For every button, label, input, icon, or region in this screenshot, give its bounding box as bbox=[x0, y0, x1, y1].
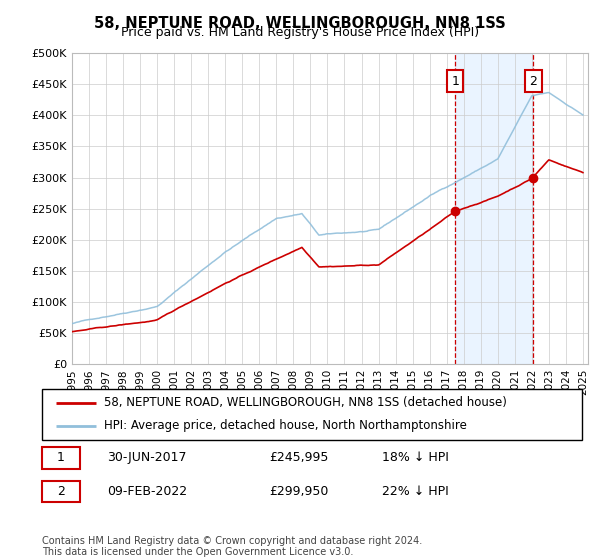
Text: 09-FEB-2022: 09-FEB-2022 bbox=[107, 485, 187, 498]
Text: Price paid vs. HM Land Registry's House Price Index (HPI): Price paid vs. HM Land Registry's House … bbox=[121, 26, 479, 39]
Bar bbox=[455, 53, 533, 364]
Text: 1: 1 bbox=[57, 451, 65, 464]
Text: 58, NEPTUNE ROAD, WELLINGBOROUGH, NN8 1SS: 58, NEPTUNE ROAD, WELLINGBOROUGH, NN8 1S… bbox=[94, 16, 506, 31]
Text: HPI: Average price, detached house, North Northamptonshire: HPI: Average price, detached house, Nort… bbox=[104, 419, 467, 432]
Text: Contains HM Land Registry data © Crown copyright and database right 2024.
This d: Contains HM Land Registry data © Crown c… bbox=[42, 535, 422, 557]
Text: £299,950: £299,950 bbox=[269, 485, 328, 498]
FancyBboxPatch shape bbox=[42, 447, 80, 469]
Text: 2: 2 bbox=[57, 485, 65, 498]
Text: 1: 1 bbox=[451, 74, 459, 88]
Text: 2: 2 bbox=[529, 74, 537, 88]
FancyBboxPatch shape bbox=[42, 480, 80, 502]
Text: 18% ↓ HPI: 18% ↓ HPI bbox=[382, 451, 449, 464]
Text: £245,995: £245,995 bbox=[269, 451, 328, 464]
Text: 30-JUN-2017: 30-JUN-2017 bbox=[107, 451, 187, 464]
FancyBboxPatch shape bbox=[42, 389, 582, 440]
Text: 22% ↓ HPI: 22% ↓ HPI bbox=[382, 485, 449, 498]
Text: 58, NEPTUNE ROAD, WELLINGBOROUGH, NN8 1SS (detached house): 58, NEPTUNE ROAD, WELLINGBOROUGH, NN8 1S… bbox=[104, 396, 507, 409]
